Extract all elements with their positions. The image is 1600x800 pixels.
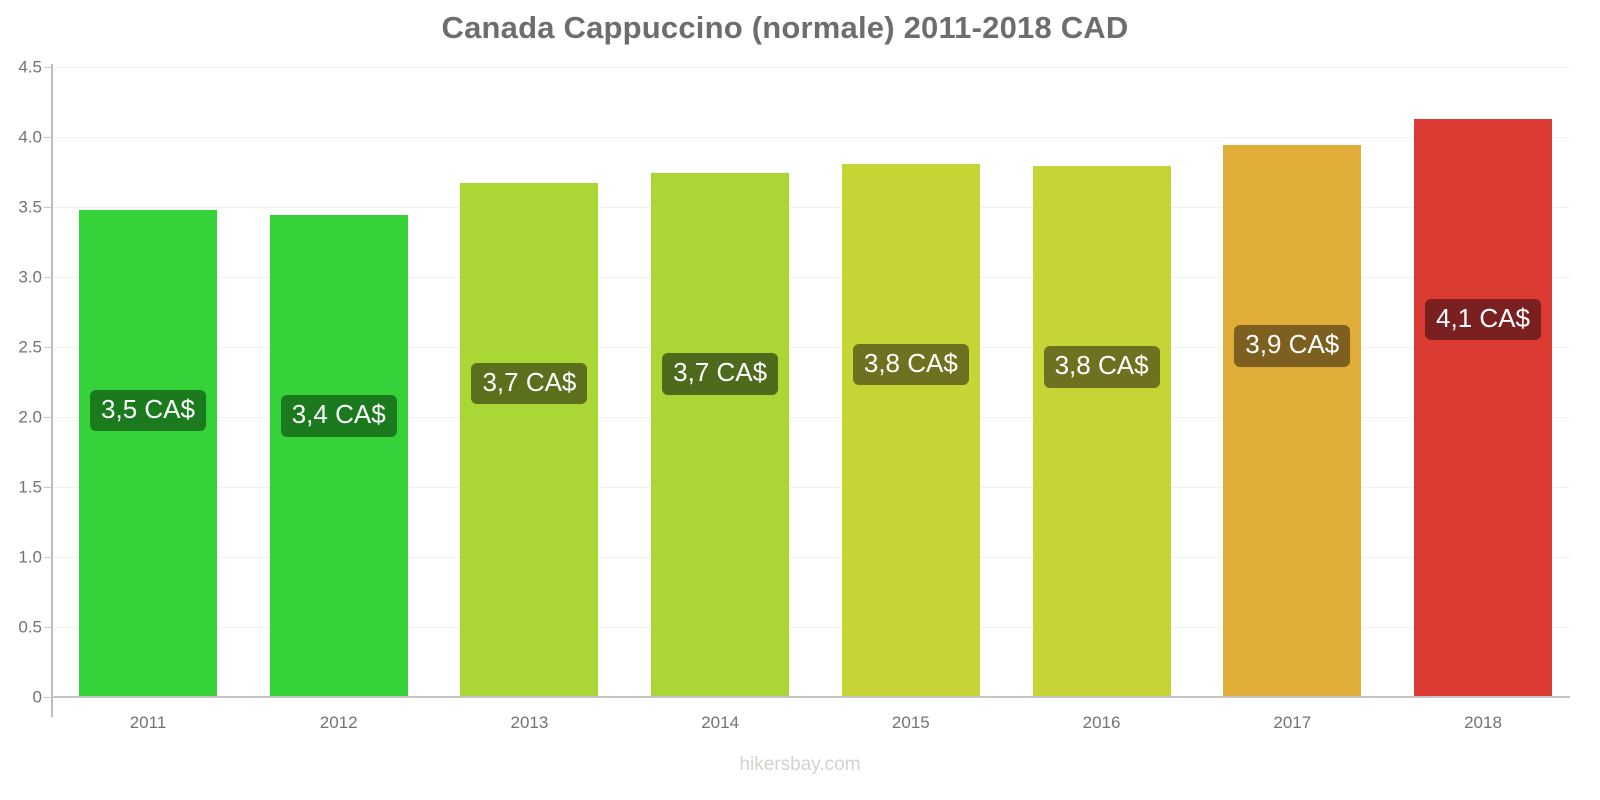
- gridline: [52, 207, 1570, 208]
- bar[interactable]: [269, 215, 408, 697]
- gridline: [52, 627, 1570, 628]
- y-tick-mark: [44, 487, 52, 488]
- bar-value-label: 3,7 CA$: [471, 363, 588, 405]
- y-tick-label: 2.5: [18, 337, 42, 357]
- x-axis: 2011 2012 2013 2014 2015 2016 2017 2018: [52, 706, 1570, 740]
- y-tick-mark: [44, 417, 52, 418]
- bar-value-label: 3,8 CA$: [1043, 346, 1160, 388]
- y-tick-mark: [44, 207, 52, 208]
- y-tick-label: 0.5: [18, 617, 42, 637]
- x-tick-label: 2014: [701, 713, 740, 732]
- gridline: [52, 67, 1570, 68]
- x-tick-label: 2016: [1082, 713, 1121, 732]
- y-tick-label: 2.0: [18, 407, 42, 427]
- y-tick-mark: [44, 277, 52, 278]
- bar-group[interactable]: 3,8 CA$: [1032, 67, 1171, 697]
- bar[interactable]: [1032, 166, 1171, 697]
- x-tick-label: 2013: [510, 713, 549, 732]
- bar[interactable]: [79, 209, 217, 697]
- x-tick-label: 2018: [1464, 713, 1502, 732]
- y-tick-label: 0: [32, 687, 42, 707]
- x-tick-label: 2015: [891, 713, 930, 732]
- x-tick-label: 2012: [319, 713, 358, 732]
- gridline: [52, 137, 1570, 138]
- bar[interactable]: [1414, 118, 1552, 697]
- x-tick-label: 2011: [129, 713, 167, 732]
- bar-group[interactable]: 3,7 CA$: [460, 67, 599, 697]
- y-tick-mark: [44, 347, 52, 348]
- chart-title: Canada Cappuccino (normale) 2011-2018 CA…: [441, 10, 1129, 45]
- gridline: [52, 417, 1570, 418]
- y-axis-line: [51, 64, 53, 717]
- bar[interactable]: [651, 173, 790, 697]
- y-tick-label: 3.0: [18, 267, 42, 287]
- bar-group[interactable]: 4,1 CA$: [1414, 67, 1552, 697]
- y-tick-mark: [44, 697, 52, 698]
- y-tick-label: 1.5: [18, 477, 42, 497]
- bar-value-label: 3,7 CA$: [662, 353, 779, 395]
- plot-area: 3,5 CA$ 3,4 CA$ 3,7 CA$ 3,7 CA$ 3,8 CA$ 3,8 C…: [52, 67, 1570, 697]
- bar-group[interactable]: 3,7 CA$: [651, 67, 790, 697]
- bar-value-label: 3,8 CA$: [852, 343, 969, 385]
- bar-group[interactable]: 3,9 CA$: [1223, 67, 1362, 697]
- y-tick-mark: [44, 137, 52, 138]
- y-axis: 0 0.5 1.0 1.5 2.0 2.5 3.0 3.5 4.0 4.5: [0, 59, 42, 706]
- y-tick-mark: [44, 557, 52, 558]
- bar[interactable]: [841, 163, 980, 697]
- bar-group[interactable]: 3,4 CA$: [269, 67, 408, 697]
- gridline: [52, 277, 1570, 278]
- bar-group[interactable]: 3,8 CA$: [841, 67, 980, 697]
- bar-value-label: 3,5 CA$: [90, 389, 206, 432]
- bar[interactable]: [1223, 145, 1362, 697]
- bar-value-label: 3,9 CA$: [1234, 325, 1351, 367]
- y-tick-label: 4.0: [18, 127, 42, 147]
- y-tick-label: 1.0: [18, 547, 42, 567]
- gridline: [52, 487, 1570, 488]
- y-tick-label: 3.5: [18, 197, 42, 217]
- bar-series: 3,5 CA$ 3,4 CA$ 3,7 CA$ 3,7 CA$ 3,8 CA$ 3,8 C…: [52, 67, 1570, 697]
- y-tick-mark: [44, 67, 52, 68]
- y-tick-mark: [44, 627, 52, 628]
- y-tick-label: 4.5: [18, 57, 42, 77]
- gridline: [52, 557, 1570, 558]
- gridline: [52, 347, 1570, 348]
- x-tick-label: 2017: [1273, 713, 1312, 732]
- bar-value-label: 3,4 CA$: [280, 395, 397, 437]
- bar[interactable]: [460, 183, 599, 697]
- bar-group[interactable]: 3,5 CA$: [79, 67, 217, 697]
- x-axis-line: [52, 696, 1570, 698]
- bar-value-label: 4,1 CA$: [1425, 298, 1541, 341]
- footer-credit: hikersbay.com: [739, 754, 861, 775]
